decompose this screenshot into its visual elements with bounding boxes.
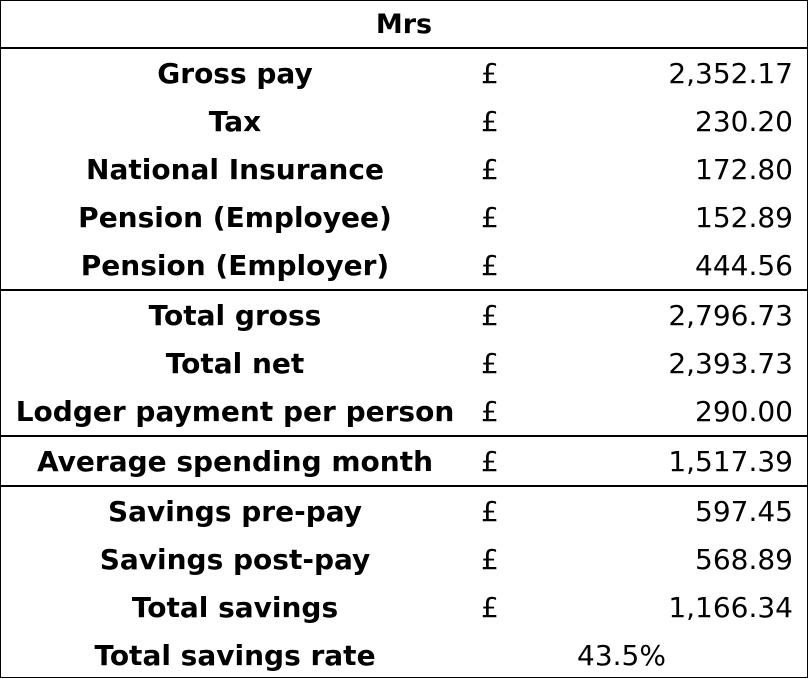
currency-symbol[interactable]: £ [481,200,499,234]
currency-symbol[interactable]: £ [481,542,499,576]
currency-symbol[interactable]: £ [481,394,499,428]
table-row-total-gross[interactable]: Total gross £ 2,796.73 [1,291,807,339]
currency-symbol[interactable]: £ [481,152,499,186]
row-label[interactable]: National Insurance [86,152,384,186]
row-value[interactable]: 1,166.34 [668,590,793,624]
row-label[interactable]: Total savings rate [94,638,376,672]
row-label[interactable]: Average spending month [36,444,434,478]
row-value[interactable]: 290.00 [695,394,793,428]
row-value[interactable]: 444.56 [695,248,793,282]
currency-symbol[interactable]: £ [481,104,499,138]
spending-group: Average spending month £ 1,517.39 [1,437,807,487]
row-label[interactable]: Gross pay [157,56,313,90]
row-value[interactable]: 172.80 [695,152,793,186]
totals-group: Total gross £ 2,796.73 Total net £ 2,393… [1,291,807,437]
row-label[interactable]: Savings post-pay [99,542,371,576]
row-label[interactable]: Lodger payment per person [15,394,455,428]
table-row-lodger-payment[interactable]: Lodger payment per person £ 290.00 [1,387,807,435]
row-value[interactable]: 568.89 [695,542,793,576]
table-row-average-spending[interactable]: Average spending month £ 1,517.39 [1,437,807,485]
row-value[interactable]: 230.20 [695,104,793,138]
row-label[interactable]: Tax [208,104,262,138]
deductions-group: Gross pay £ 2,352.17 Tax £ 230.20 Nation… [1,49,807,291]
table-row-total-savings-rate[interactable]: Total savings rate 43.5% [1,631,807,679]
row-label[interactable]: Pension (Employee) [78,200,392,234]
table-row-tax[interactable]: Tax £ 230.20 [1,97,807,145]
row-value[interactable]: 2,796.73 [668,298,793,332]
currency-symbol[interactable]: £ [481,494,499,528]
currency-symbol[interactable]: £ [481,590,499,624]
row-label[interactable]: Total net [165,346,305,380]
table-row-pension-employer[interactable]: Pension (Employer) £ 444.56 [1,241,807,289]
row-label[interactable]: Total gross [148,298,322,332]
table-row-savings-pre-pay[interactable]: Savings pre-pay £ 597.45 [1,487,807,535]
table-row-savings-post-pay[interactable]: Savings post-pay £ 568.89 [1,535,807,583]
savings-group: Savings pre-pay £ 597.45 Savings post-pa… [1,487,807,679]
table-row-national-insurance[interactable]: National Insurance £ 172.80 [1,145,807,193]
row-value[interactable]: 1,517.39 [668,444,793,478]
currency-symbol[interactable]: £ [481,444,499,478]
row-value[interactable]: 152.89 [695,200,793,234]
table-title[interactable]: Mrs [1,1,807,49]
row-label[interactable]: Savings pre-pay [107,494,363,528]
row-value[interactable]: 597.45 [695,494,793,528]
table-row-total-savings[interactable]: Total savings £ 1,166.34 [1,583,807,631]
row-label[interactable]: Total savings [131,590,339,624]
currency-symbol[interactable]: £ [481,346,499,380]
table-row-pension-employee[interactable]: Pension (Employee) £ 152.89 [1,193,807,241]
table-row-total-net[interactable]: Total net £ 2,393.73 [1,339,807,387]
currency-symbol[interactable]: £ [481,298,499,332]
savings-rate-value[interactable]: 43.5% [577,638,666,672]
currency-symbol[interactable]: £ [481,248,499,282]
table-row-gross-pay[interactable]: Gross pay £ 2,352.17 [1,49,807,97]
row-label[interactable]: Pension (Employer) [80,248,390,282]
currency-symbol[interactable]: £ [481,56,499,90]
row-value[interactable]: 2,393.73 [668,346,793,380]
row-value[interactable]: 2,352.17 [668,56,793,90]
